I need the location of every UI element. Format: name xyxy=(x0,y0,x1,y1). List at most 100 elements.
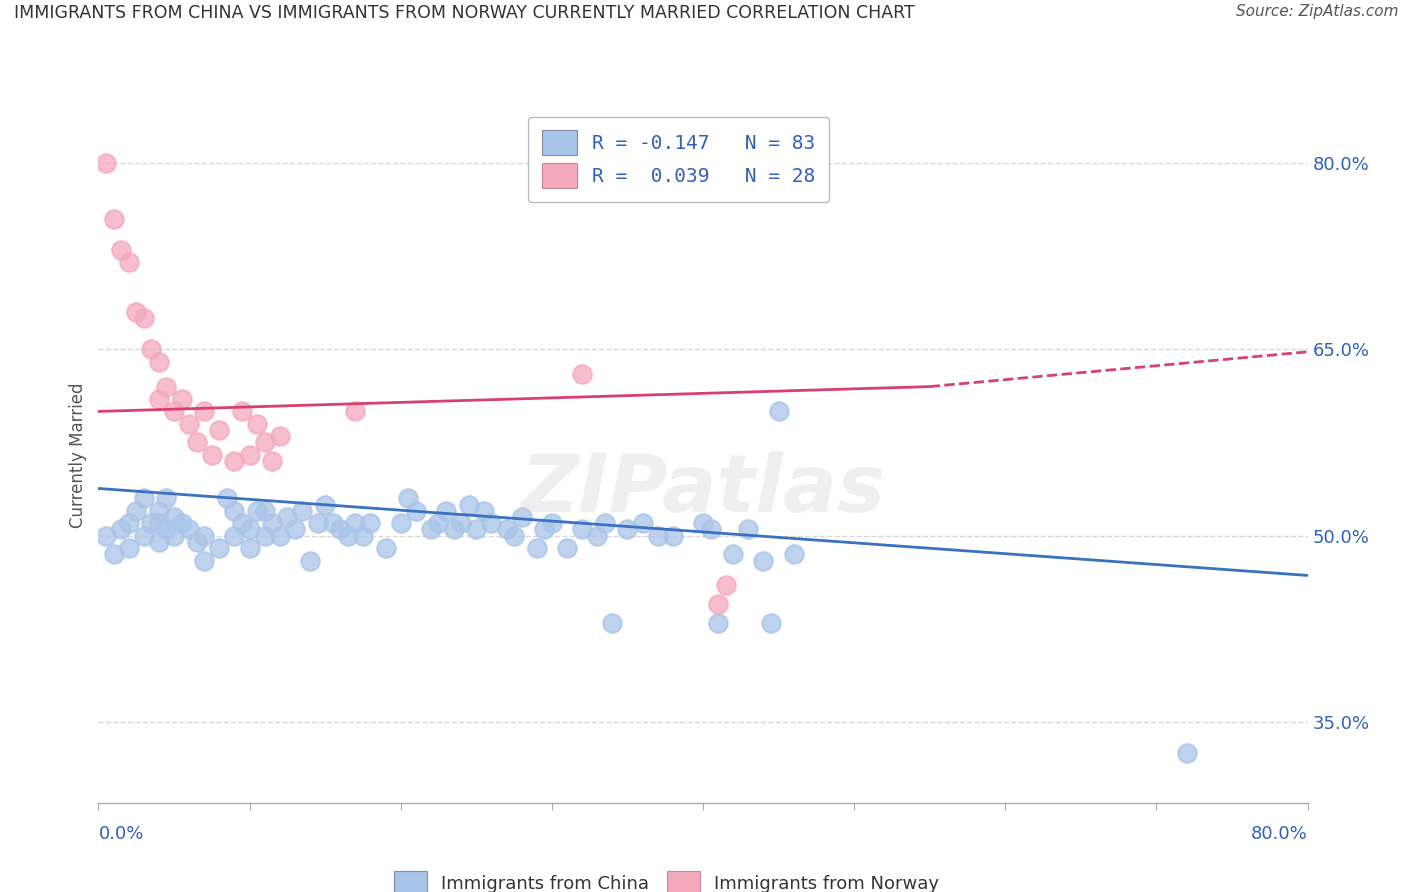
Point xyxy=(526,541,548,555)
Point xyxy=(208,423,231,437)
Point xyxy=(661,529,683,543)
Point xyxy=(193,553,215,567)
Point xyxy=(163,404,186,418)
Point xyxy=(262,454,284,468)
Point xyxy=(284,523,307,537)
Point xyxy=(307,516,329,531)
Point xyxy=(510,510,533,524)
Point xyxy=(374,541,396,555)
Point xyxy=(269,429,291,443)
Point xyxy=(148,504,170,518)
Point xyxy=(1175,746,1198,760)
Point xyxy=(276,510,298,524)
Point xyxy=(155,491,177,506)
Point xyxy=(457,498,479,512)
Point xyxy=(155,523,177,537)
Point xyxy=(170,392,193,406)
Point xyxy=(714,578,737,592)
Point xyxy=(495,523,517,537)
Point xyxy=(329,523,352,537)
Point xyxy=(224,529,246,543)
Point xyxy=(571,367,593,381)
Point xyxy=(163,510,186,524)
Point xyxy=(571,523,593,537)
Point xyxy=(269,529,291,543)
Point xyxy=(707,597,730,611)
Point xyxy=(246,417,269,431)
Point xyxy=(782,547,804,561)
Point xyxy=(193,529,215,543)
Point xyxy=(253,529,276,543)
Point xyxy=(360,516,382,531)
Point xyxy=(322,516,344,531)
Point xyxy=(170,516,193,531)
Point xyxy=(737,523,759,537)
Point xyxy=(148,355,170,369)
Point xyxy=(299,553,322,567)
Point xyxy=(201,448,224,462)
Point xyxy=(472,504,495,518)
Point xyxy=(141,516,163,531)
Text: ZIPatlas: ZIPatlas xyxy=(520,450,886,529)
Point xyxy=(163,529,186,543)
Point xyxy=(540,516,562,531)
Point xyxy=(231,516,253,531)
Point xyxy=(262,516,284,531)
Text: 80.0%: 80.0% xyxy=(1251,825,1308,843)
Point xyxy=(481,516,503,531)
Point xyxy=(239,541,262,555)
Text: Source: ZipAtlas.com: Source: ZipAtlas.com xyxy=(1236,4,1399,20)
Point xyxy=(253,435,276,450)
Point xyxy=(110,523,132,537)
Point xyxy=(224,504,246,518)
Point xyxy=(148,392,170,406)
Point xyxy=(752,553,775,567)
Point xyxy=(148,516,170,531)
Point xyxy=(533,523,555,537)
Point xyxy=(593,516,616,531)
Text: 0.0%: 0.0% xyxy=(98,825,143,843)
Point xyxy=(208,541,231,555)
Point xyxy=(427,516,450,531)
Point xyxy=(443,523,465,537)
Point xyxy=(768,404,790,418)
Point xyxy=(707,615,730,630)
Text: IMMIGRANTS FROM CHINA VS IMMIGRANTS FROM NORWAY CURRENTLY MARRIED CORRELATION CH: IMMIGRANTS FROM CHINA VS IMMIGRANTS FROM… xyxy=(14,4,915,22)
Point xyxy=(344,516,367,531)
Point xyxy=(405,504,427,518)
Y-axis label: Currently Married: Currently Married xyxy=(69,382,87,528)
Point xyxy=(465,523,488,537)
Point xyxy=(344,404,367,418)
Point xyxy=(103,211,125,226)
Point xyxy=(125,504,148,518)
Point xyxy=(118,516,141,531)
Point xyxy=(118,541,141,555)
Point xyxy=(314,498,336,512)
Point xyxy=(141,343,163,357)
Point xyxy=(132,491,155,506)
Point xyxy=(253,504,276,518)
Point xyxy=(396,491,419,506)
Point xyxy=(721,547,744,561)
Point xyxy=(336,529,359,543)
Point xyxy=(699,523,721,537)
Point xyxy=(602,615,624,630)
Point xyxy=(239,448,262,462)
Point xyxy=(503,529,526,543)
Point xyxy=(246,504,269,518)
Point xyxy=(186,535,208,549)
Point xyxy=(186,435,208,450)
Point xyxy=(94,529,117,543)
Point xyxy=(125,305,148,319)
Point xyxy=(239,523,262,537)
Point xyxy=(616,523,638,537)
Point xyxy=(224,454,246,468)
Point xyxy=(132,311,155,326)
Point xyxy=(291,504,314,518)
Point xyxy=(103,547,125,561)
Point xyxy=(231,404,253,418)
Point xyxy=(118,255,141,269)
Point xyxy=(450,516,472,531)
Point xyxy=(352,529,374,543)
Legend: Immigrants from China, Immigrants from Norway: Immigrants from China, Immigrants from N… xyxy=(387,864,946,892)
